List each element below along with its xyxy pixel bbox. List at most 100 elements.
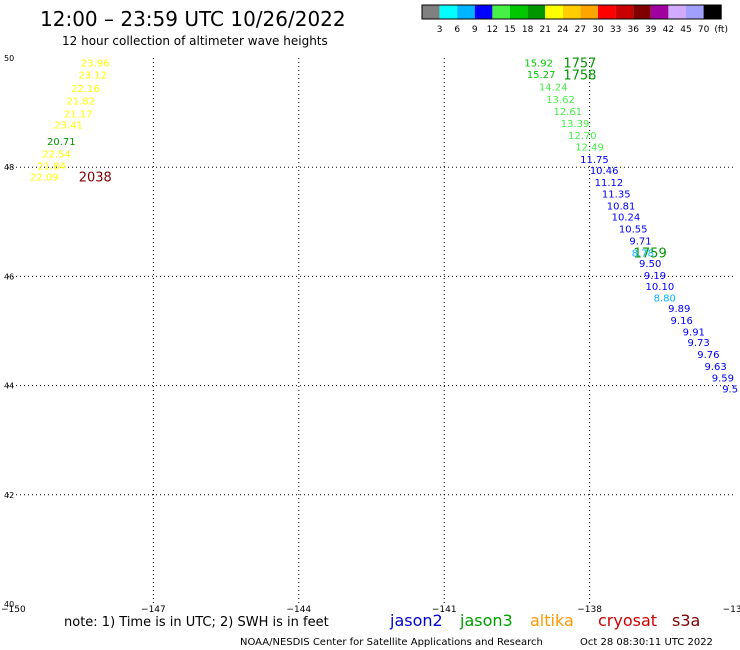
- wave-height-point: 12.49: [575, 142, 604, 153]
- wave-height-point: 9.16: [671, 316, 693, 327]
- x-tick-label: −147: [141, 605, 166, 615]
- x-tick-label: −141: [432, 605, 457, 615]
- colorbar-swatch: [668, 5, 686, 19]
- colorbar-tick-label: 21: [539, 25, 550, 35]
- footer-note: note: 1) Time is in UTC; 2) SWH is in fe…: [64, 615, 329, 630]
- colorbar-swatch: [580, 5, 598, 19]
- mission-label: cryosat: [598, 611, 657, 630]
- colorbar-tick-label: 15: [504, 25, 515, 35]
- colorbar-swatch: [615, 5, 634, 19]
- chart-subtitle: 12 hour collection of altimeter wave hei…: [62, 34, 328, 48]
- wave-height-point: 22.16: [71, 84, 100, 95]
- footer-credit: NOAA/NESDIS Center for Satellite Applica…: [240, 637, 543, 648]
- colorbar-tick-label: 30: [592, 25, 604, 35]
- wave-height-point: 10.10: [646, 282, 675, 293]
- mission-label: s3a: [672, 611, 700, 630]
- colorbar-tick-label: 70: [698, 25, 710, 35]
- x-tick-label: −144: [286, 605, 311, 615]
- y-tick-label: 50: [4, 54, 14, 63]
- chart-title: 12:00 – 23:59 UTC 10/26/2022: [40, 7, 346, 31]
- colorbar-swatch: [510, 5, 528, 19]
- mission-legend: jason2 jason3 altika cryosat s3a: [389, 611, 700, 630]
- colorbar-tick-label: 3: [437, 25, 443, 35]
- wave-height-point: 22.54: [42, 150, 71, 161]
- wave-height-point: 10.24: [612, 212, 641, 223]
- wave-height-point: 21.84: [37, 162, 66, 173]
- colorbar-frame: [421, 4, 722, 20]
- wave-height-point: 23.41: [54, 121, 83, 132]
- wave-height-point: 12.61: [553, 107, 582, 118]
- wave-height-point: 9.63: [704, 362, 726, 373]
- colorbar-tick-label: 24: [557, 25, 569, 35]
- colorbar-tick-label: 33: [610, 25, 621, 35]
- x-axis-tick-labels: −150 −147 −144 −141 −138 −135: [1, 605, 740, 615]
- colorbar-swatch: [422, 5, 440, 19]
- wave-height-point: 9.76: [697, 350, 719, 361]
- wave-height-point: 22.09: [30, 172, 59, 183]
- colorbar-swatch: [650, 5, 669, 19]
- wave-height-point: 9.59: [712, 373, 734, 384]
- y-tick-label: 40: [4, 600, 14, 609]
- x-tick-label: −135: [723, 605, 740, 615]
- y-axis-tick-labels: 40 42 44 46 48 50: [4, 54, 14, 609]
- colorbar-swatch: [633, 5, 651, 19]
- wave-height-point: 8.80: [654, 294, 676, 305]
- colorbar-swatch: [686, 5, 704, 19]
- wave-height-point: 9.5: [722, 384, 738, 395]
- wave-height-point: 9.91: [683, 328, 705, 339]
- wave-height-point: 9.73: [688, 338, 710, 349]
- wave-height-point: 10.55: [619, 224, 648, 235]
- colorbar-swatch: [562, 5, 581, 19]
- plot-grid: [8, 58, 735, 604]
- colorbar-tick-label: 36: [627, 25, 639, 35]
- wave-height-point: 8.78: [632, 248, 654, 259]
- colorbar-tick-label: 12: [487, 25, 498, 35]
- colorbar-tick-label: 42: [663, 25, 674, 35]
- wave-height-point: 20.71: [47, 137, 76, 148]
- colorbar-tick-label: 39: [645, 25, 657, 35]
- y-tick-label: 44: [4, 382, 14, 391]
- colorbar-tick-label: 45: [680, 25, 691, 35]
- wave-height-point: 23.96: [81, 58, 110, 69]
- wave-height-point: 12.70: [568, 131, 597, 142]
- time-label: 2038: [79, 170, 112, 185]
- time-label: 1757: [563, 56, 596, 71]
- wave-height-point: 15.27: [527, 70, 556, 81]
- colorbar-swatch: [457, 5, 475, 19]
- colorbar-tick-label: 9: [472, 25, 478, 35]
- wave-height-point: 15.92: [524, 58, 553, 69]
- y-tick-label: 42: [4, 491, 14, 500]
- colorbar-tick-label: 18: [522, 25, 534, 35]
- wave-height-point: 14.24: [539, 82, 568, 93]
- colorbar-tick-label: 6: [454, 25, 460, 35]
- colorbar-swatch: [703, 5, 722, 19]
- wave-height-point: 10.46: [590, 166, 619, 177]
- time-label: 1758: [563, 68, 596, 83]
- wave-height-point: 21.82: [66, 97, 95, 108]
- wave-height-point: 9.71: [629, 236, 651, 247]
- colorbar-tick-label: 27: [575, 25, 586, 35]
- colorbar-tick-label: (ft): [714, 25, 728, 35]
- wave-height-point: 13.39: [561, 119, 590, 130]
- colorbar-swatch: [439, 5, 458, 19]
- y-tick-label: 46: [4, 272, 14, 281]
- wave-height-point: 9.19: [644, 271, 666, 282]
- footer-timestamp: Oct 28 08:30:11 UTC 2022: [580, 637, 713, 648]
- mission-label: jason3: [459, 611, 513, 630]
- colorbar-swatch: [474, 5, 493, 19]
- x-tick-label: −138: [577, 605, 602, 615]
- wave-height-point: 21.17: [64, 110, 93, 121]
- colorbar-swatch: [492, 5, 510, 19]
- colorbar-swatch: [545, 5, 563, 19]
- wave-height-point: 11.12: [595, 178, 624, 189]
- mission-label: jason2: [389, 611, 443, 630]
- wave-height-point: 11.35: [602, 189, 631, 200]
- wave-height-point: 9.50: [639, 259, 661, 270]
- time-label: 1759: [634, 246, 667, 261]
- wave-height-point: 9.89: [668, 304, 690, 315]
- wave-height-point: 23.12: [78, 70, 107, 81]
- colorbar-swatch: [527, 5, 546, 19]
